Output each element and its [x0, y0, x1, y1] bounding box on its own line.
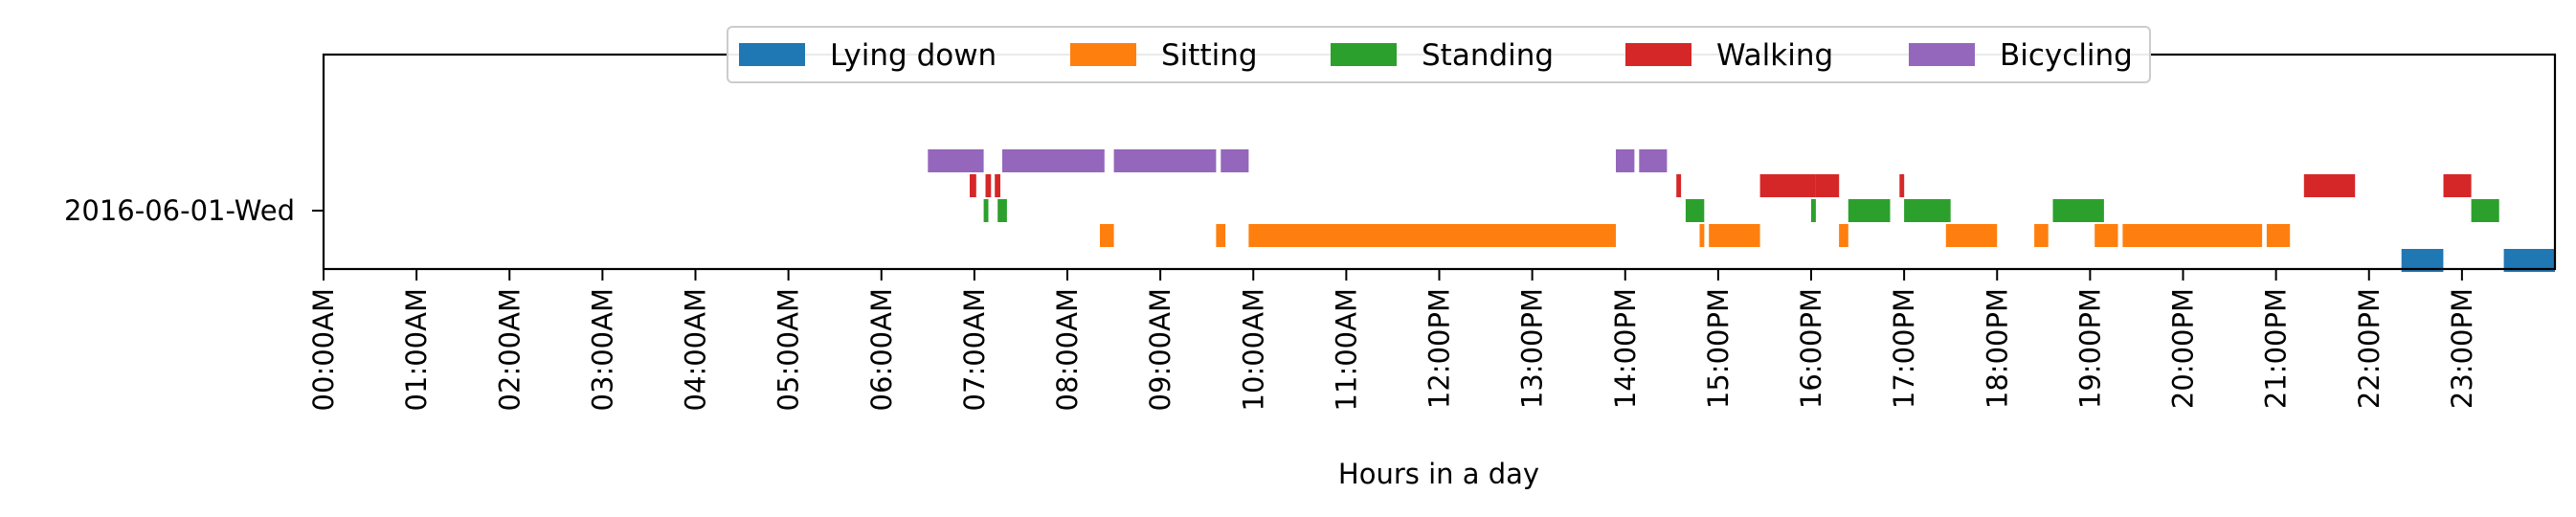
walking-bar: [2443, 174, 2472, 197]
legend-box: [727, 26, 2151, 83]
x-tick-label: 21:00PM: [2260, 288, 2293, 409]
standing-bar: [1848, 199, 1891, 222]
y-tick-label: 2016-06-01-Wed: [64, 194, 295, 227]
x-tick-label: 08:00AM: [1051, 288, 1084, 411]
walking-bar: [1899, 174, 1905, 197]
x-tick-label: 07:00AM: [958, 288, 991, 411]
x-tick-label: 01:00AM: [400, 288, 433, 411]
sitting-bar: [2266, 224, 2291, 247]
x-tick-label: 19:00PM: [2073, 288, 2106, 409]
sitting-bar: [1100, 224, 1114, 247]
bicycling-bar: [1616, 149, 1635, 172]
walking-bar: [1676, 174, 1682, 197]
walking-bar: [1759, 174, 1816, 197]
walking-bar: [1815, 174, 1840, 197]
x-tick-label: 18:00PM: [1981, 288, 2013, 409]
legend-swatch-standing: [1331, 43, 1397, 66]
y-axis: 2016-06-01-Wed: [64, 194, 324, 227]
x-axis: 00:00AM 01:00AM 02:00AM 03:00AM 04:00AM 05:00…: [307, 269, 2478, 411]
legend-label-walking: Walking: [1716, 38, 1833, 73]
x-tick-label: 23:00PM: [2446, 288, 2478, 409]
x-tick-label: 13:00PM: [1516, 288, 1549, 409]
x-tick-label: 09:00AM: [1144, 288, 1176, 411]
sitting-bar: [1216, 224, 1226, 247]
sitting-bar: [1709, 224, 1760, 247]
bicycling-bar: [1002, 149, 1105, 172]
x-tick-label: 00:00AM: [307, 288, 340, 411]
x-tick-label: 11:00AM: [1330, 288, 1362, 411]
bicycling-bar: [1221, 149, 1249, 172]
legend-swatch-sitting: [1070, 43, 1136, 66]
sitting-bar: [1839, 224, 1848, 247]
sitting-bar: [1945, 224, 1998, 247]
legend-swatch-walking: [1625, 43, 1691, 66]
sitting-bar: [2122, 224, 2263, 247]
x-tick-label: 06:00AM: [865, 288, 898, 411]
legend-swatch-lying-down: [739, 43, 805, 66]
legend-swatch-bicycling: [1909, 43, 1975, 66]
x-tick-label: 02:00AM: [493, 288, 526, 411]
legend-label-bicycling: Bicycling: [2000, 38, 2133, 73]
x-tick-label: 15:00PM: [1702, 288, 1735, 409]
legend-label-standing: Standing: [1422, 38, 1554, 73]
walking-bar: [2303, 174, 2356, 197]
standing-bar: [1685, 199, 1705, 222]
x-tick-label: 04:00AM: [680, 288, 712, 411]
x-tick-label: 22:00PM: [2353, 288, 2386, 409]
walking-bar: [985, 174, 992, 197]
standing-bar: [1904, 199, 1951, 222]
legend: Lying down Sitting Standing Walking Bicyclin…: [727, 26, 2151, 83]
x-tick-label: 03:00AM: [586, 288, 618, 411]
x-tick-label: 20:00PM: [2167, 288, 2200, 409]
walking-bar: [970, 174, 976, 197]
bicycling-bar: [1113, 149, 1217, 172]
bicycling-bar: [1639, 149, 1668, 172]
x-tick-label: 14:00PM: [1609, 288, 1642, 409]
sitting-bar: [1699, 224, 1705, 247]
standing-bar: [997, 199, 1007, 222]
legend-label-lying-down: Lying down: [830, 38, 997, 73]
x-axis-title: Hours in a day: [1338, 458, 1539, 490]
x-tick-label: 05:00AM: [773, 288, 805, 411]
standing-bar: [1811, 199, 1816, 222]
x-tick-label: 17:00PM: [1888, 288, 1920, 409]
legend-label-sitting: Sitting: [1161, 38, 1258, 73]
standing-bar: [983, 199, 989, 222]
x-tick-label: 10:00AM: [1237, 288, 1269, 411]
walking-bar: [995, 174, 1000, 197]
bicycling-bar: [928, 149, 984, 172]
standing-bar: [2052, 199, 2104, 222]
sitting-bar: [1248, 224, 1616, 247]
activity-bars: [928, 149, 2555, 272]
sitting-bar: [2094, 224, 2118, 247]
sitting-bar: [2034, 224, 2049, 247]
standing-bar: [2471, 199, 2499, 222]
x-tick-label: 12:00PM: [1423, 288, 1456, 409]
x-tick-label: 16:00PM: [1795, 288, 1827, 409]
